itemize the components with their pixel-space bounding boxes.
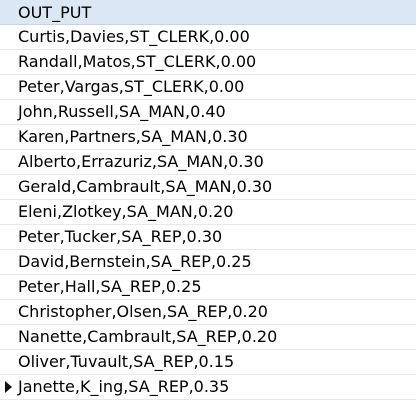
- table-row[interactable]: Oliver,Tuvault,SA_REP,0.15: [0, 350, 416, 375]
- row-indicator[interactable]: [0, 125, 15, 149]
- row-indicator[interactable]: [0, 75, 15, 99]
- row-indicator[interactable]: [0, 350, 15, 374]
- row-indicator[interactable]: [0, 175, 15, 199]
- row-indicator[interactable]: [0, 25, 15, 49]
- out-put-cell[interactable]: Karen,Partners,SA_MAN,0.30: [18, 127, 248, 146]
- out-put-cell[interactable]: David,Bernstein,SA_REP,0.25: [18, 252, 252, 271]
- column-header-row: OUT_PUT: [0, 0, 416, 25]
- row-indicator[interactable]: [0, 300, 15, 324]
- out-put-cell[interactable]: Gerald,Cambrault,SA_MAN,0.30: [18, 177, 273, 196]
- row-indicator[interactable]: [0, 325, 15, 349]
- out-put-cell[interactable]: Oliver,Tuvault,SA_REP,0.15: [18, 352, 235, 371]
- out-put-cell[interactable]: Randall,Matos,ST_CLERK,0.00: [18, 52, 257, 71]
- row-indicator[interactable]: [0, 225, 15, 249]
- result-rows: Curtis,Davies,ST_CLERK,0.00 Randall,Mato…: [0, 25, 416, 400]
- out-put-cell[interactable]: Peter,Hall,SA_REP,0.25: [18, 277, 202, 296]
- out-put-cell[interactable]: Christopher,Olsen,SA_REP,0.20: [18, 302, 268, 321]
- out-put-cell[interactable]: Peter,Vargas,ST_CLERK,0.00: [18, 77, 245, 96]
- current-row-indicator[interactable]: [0, 375, 15, 399]
- out-put-cell[interactable]: Alberto,Errazuriz,SA_MAN,0.30: [18, 152, 264, 171]
- row-indicator[interactable]: [0, 250, 15, 274]
- row-indicator[interactable]: [0, 275, 15, 299]
- table-row[interactable]: Karen,Partners,SA_MAN,0.30: [0, 125, 416, 150]
- out-put-cell[interactable]: Eleni,Zlotkey,SA_MAN,0.20: [18, 202, 234, 221]
- table-row[interactable]: Gerald,Cambrault,SA_MAN,0.30: [0, 175, 416, 200]
- row-indicator[interactable]: [0, 150, 15, 174]
- row-pointer-icon: [5, 381, 12, 393]
- current-table-row[interactable]: Janette,K_ing,SA_REP,0.35: [0, 375, 416, 400]
- row-indicator[interactable]: [0, 200, 15, 224]
- table-row[interactable]: Randall,Matos,ST_CLERK,0.00: [0, 50, 416, 75]
- row-indicator[interactable]: [0, 50, 15, 74]
- table-row[interactable]: John,Russell,SA_MAN,0.40: [0, 100, 416, 125]
- row-indicator[interactable]: [0, 100, 15, 124]
- header-row-indicator: [0, 0, 15, 24]
- table-row[interactable]: David,Bernstein,SA_REP,0.25: [0, 250, 416, 275]
- table-row[interactable]: Peter,Hall,SA_REP,0.25: [0, 275, 416, 300]
- table-row[interactable]: Eleni,Zlotkey,SA_MAN,0.20: [0, 200, 416, 225]
- table-row[interactable]: Alberto,Errazuriz,SA_MAN,0.30: [0, 150, 416, 175]
- table-row[interactable]: Curtis,Davies,ST_CLERK,0.00: [0, 25, 416, 50]
- table-row[interactable]: Peter,Tucker,SA_REP,0.30: [0, 225, 416, 250]
- table-row[interactable]: Nanette,Cambrault,SA_REP,0.20: [0, 325, 416, 350]
- column-header-out-put[interactable]: OUT_PUT: [18, 3, 92, 22]
- table-row[interactable]: Peter,Vargas,ST_CLERK,0.00: [0, 75, 416, 100]
- out-put-cell[interactable]: Janette,K_ing,SA_REP,0.35: [18, 377, 230, 396]
- out-put-cell[interactable]: John,Russell,SA_MAN,0.40: [18, 102, 226, 121]
- table-row[interactable]: Christopher,Olsen,SA_REP,0.20: [0, 300, 416, 325]
- out-put-cell[interactable]: Nanette,Cambrault,SA_REP,0.20: [18, 327, 278, 346]
- out-put-cell[interactable]: Curtis,Davies,ST_CLERK,0.00: [18, 27, 250, 46]
- out-put-cell[interactable]: Peter,Tucker,SA_REP,0.30: [18, 227, 223, 246]
